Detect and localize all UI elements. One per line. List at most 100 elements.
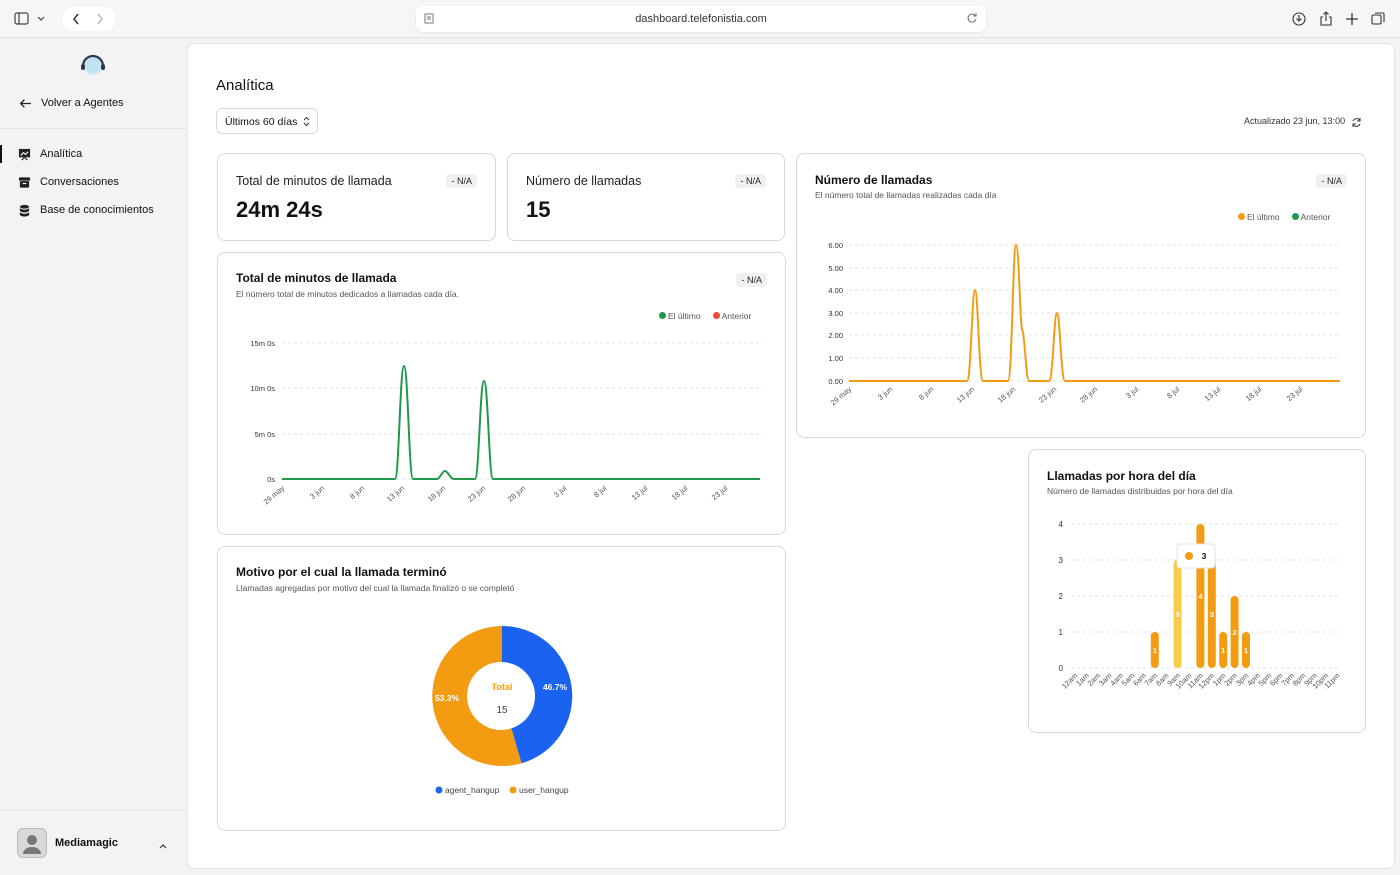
tooltip-value: 3 [1202,551,1207,561]
arrow-left-icon [19,98,31,108]
legend-item-ultimo[interactable]: El último [659,311,701,321]
chart-title: Llamadas por hora del día [1047,469,1196,483]
y-tick-label: 3 [1059,556,1064,565]
main-panel: Analítica Últimos 60 días Actualizado 23… [187,43,1395,869]
sidebar-item-conversaciones[interactable]: Conversaciones [18,172,119,192]
slice-label: 53.3% [435,693,460,703]
y-tick-label: 6.00 [828,241,843,250]
status-badge: - N/A [735,174,766,188]
bar [1219,632,1228,668]
sidebar-item-label: Analítica [40,148,83,160]
back-to-agents-label: Volver a Agentes [41,97,124,109]
page-title: Analítica [216,77,274,94]
x-tick-label: 18 jun [426,484,447,504]
sidebar-item-analitica[interactable]: Analítica [18,144,82,164]
back-to-agents-link[interactable]: Volver a Agentes [19,93,124,113]
forward-icon[interactable] [95,12,105,31]
legend-label: El último [668,311,701,321]
back-icon[interactable] [71,12,81,31]
sidebar-item-label: Conversaciones [40,176,119,188]
tabs-overview-icon[interactable] [1371,12,1385,31]
y-axis: 15m 0s 10m 0s 5m 0s 0s [250,339,763,484]
bar [1150,632,1159,668]
browser-toolbar: dashboard.telefonistia.com [0,0,1400,38]
x-tick-label: 13 jun [955,385,976,405]
user-menu[interactable]: Mediamagic [17,828,177,858]
address-bar[interactable]: dashboard.telefonistia.com [416,6,986,32]
bar-label: 1 [1153,646,1157,655]
x-tick-label: 8 jul [592,483,609,499]
legend-item-anterior[interactable]: Anterior [1291,212,1330,222]
donut-chart: 46.7% 53.3% Total 15 agent_hangup user_h… [432,625,573,795]
y-tick-label: 4.00 [828,286,843,295]
y-tick-label: 15m 0s [250,339,275,348]
x-tick-label: 29 may [262,483,287,506]
bar [1230,596,1239,668]
chart-title: Total de minutos de llamada [236,271,397,285]
legend-label: agent_hangup [445,785,500,795]
bar-label: 2 [1233,628,1237,637]
y-tick-label: 4 [1059,520,1064,529]
kpi-card-calls: Número de llamadas - N/A 15 [507,153,785,241]
chart-icon [18,148,31,160]
legend-item-anterior[interactable]: Anterior [712,311,751,321]
date-range-select[interactable]: Últimos 60 días [216,108,318,134]
x-tick-label: 18 jul [670,483,690,502]
line-chart-minutes: 15m 0s 10m 0s 5m 0s 0s 29 may 3 jun 8 ju… [250,339,763,506]
x-tick-label: 3 jun [876,385,894,402]
x-tick-label: 3 jun [308,484,326,501]
status-badge: - N/A [446,174,477,188]
date-range-value: Últimos 60 días [225,116,298,128]
legend-dot [712,312,720,319]
chevron-updown-icon [303,116,310,130]
y-tick-label: 1.00 [828,354,843,363]
y-tick-label: 2.00 [828,331,843,340]
y-tick-label: 5.00 [828,264,843,273]
y-tick-label: 0 [1059,664,1064,673]
legend-dot [1238,213,1245,220]
chevron-up-icon [159,837,167,855]
divider [0,128,186,129]
y-tick-label: 0s [267,475,275,484]
sidebar-item-base-conocimientos[interactable]: Base de conocimientos [18,200,154,220]
tooltip-box [1176,543,1216,569]
y-tick-label: 0.00 [828,377,843,386]
x-tick-label: 23 jun [466,484,487,504]
x-tick-label: 18 jun [996,385,1017,405]
y-tick-label: 3.00 [828,309,843,318]
x-tick-label: 23 jul [710,483,730,502]
new-tab-icon[interactable] [1345,12,1359,31]
user-name: Mediamagic [55,837,118,849]
x-tick-label: 8 jun [917,385,935,402]
updated-timestamp: Actualizado 23 jun, 13:00 [1244,116,1346,126]
bar-label: 3 [1176,610,1180,619]
legend-label: El último [1247,212,1280,222]
kpi-card-minutes: Total de minutos de llamada - N/A 24m 24… [217,153,496,241]
y-tick-label: 2 [1059,592,1064,601]
legend-item-ultimo[interactable]: El último [1238,212,1280,222]
page-icon [424,13,434,27]
chart-subtitle: Llamadas agregadas por motivo del cual l… [236,583,515,593]
share-icon[interactable] [1319,11,1333,32]
x-tick-label: 18 jul [1244,384,1264,403]
download-icon[interactable] [1292,12,1306,31]
bar-label: 1 [1221,646,1225,655]
chart-card-hours: Llamadas por hora del día Número de llam… [1028,449,1366,733]
sidebar-toggle-icon[interactable] [12,10,48,28]
reload-icon[interactable] [966,12,978,27]
status-badge: - N/A [736,273,767,287]
sidebar-item-label: Base de conocimientos [40,204,154,216]
slice-user-hangup [432,626,522,766]
url-text: dashboard.telefonistia.com [635,13,767,25]
chart-title: Motivo por el cual la llamada terminó [236,565,447,579]
x-tick-label: 28 jun [506,484,527,504]
refresh-icon[interactable] [1351,115,1362,133]
slice-agent-hangup [502,625,573,764]
bar [1242,632,1250,668]
chart-legend: El último Anterior [659,311,751,321]
bar-label: 1 [1244,646,1248,655]
series-line-ultimo [849,243,1340,382]
chart-legend: El último Anterior [1238,212,1330,222]
bar-label: 3 [1210,610,1214,619]
x-axis: 12am1am2am3am4am5am6am7am8am9am10am11am1… [1060,671,1342,691]
